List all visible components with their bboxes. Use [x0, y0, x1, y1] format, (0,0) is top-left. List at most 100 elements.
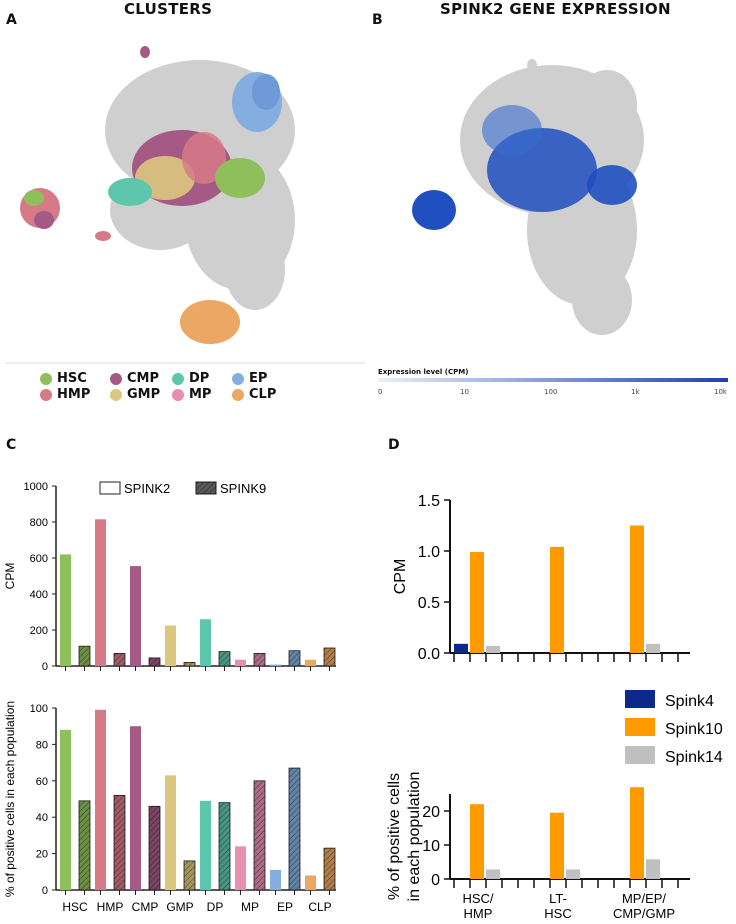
- panel-title-clusters: CLUSTERS: [124, 0, 213, 18]
- panel-letter-a: A: [6, 12, 17, 28]
- legend-label: CLP: [249, 387, 277, 402]
- umap-clusters: [5, 46, 365, 364]
- bar-spink14: [566, 869, 580, 879]
- bar-spink9-hatch: [184, 662, 195, 666]
- bar-spink2-hsc: [60, 729, 71, 890]
- cluster-clp: [180, 300, 240, 344]
- legend-swatch: [40, 388, 52, 401]
- x-tick-label: MP: [241, 900, 259, 914]
- y-tick-label: 0.0: [418, 646, 440, 663]
- x-tick-label: GMP: [166, 900, 193, 914]
- cluster-cmp-island: [34, 211, 54, 229]
- legend-label: HSC: [57, 371, 87, 386]
- bar-spink2-hmp: [95, 519, 106, 666]
- cluster-ep-core: [252, 74, 280, 110]
- legend-label-spink4: Spink4: [665, 693, 714, 710]
- legend-item-dp: DP: [172, 371, 209, 386]
- legend-swatch-hatch: [196, 482, 216, 494]
- legend-item-gmp: GMP: [110, 387, 160, 402]
- panel-letter-c: C: [6, 437, 17, 453]
- bar-spink10: [470, 552, 484, 653]
- umap-expression: [412, 59, 644, 335]
- bar-spink9-hatch: [79, 800, 90, 890]
- legend-swatch: [172, 388, 184, 401]
- legend-swatch: [172, 372, 184, 385]
- x-tick-label: MP/EP/: [622, 891, 666, 906]
- panel-letter-b: B: [372, 12, 383, 28]
- bar-spink14: [646, 859, 660, 879]
- x-tick-label: HSC: [544, 906, 571, 921]
- legend-label-spink2: SPINK2: [124, 481, 170, 496]
- y-tick-label: 100: [30, 703, 48, 715]
- bar-spink9-hatch: [324, 648, 335, 666]
- legend-item-hsc: HSC: [40, 371, 87, 386]
- bar-spink10: [470, 804, 484, 879]
- bar-spink14: [646, 643, 660, 653]
- bar-spink2-clp: [305, 659, 316, 666]
- y-tick-label: 0: [431, 872, 440, 889]
- y-tick-label: 400: [30, 589, 48, 601]
- bar-spink14: [486, 869, 500, 879]
- legend-item-hmp: HMP: [40, 387, 90, 402]
- x-tick-label: CMP: [132, 900, 159, 914]
- bar-spink2-hmp: [95, 709, 106, 890]
- cluster-hsc-main: [215, 158, 265, 198]
- legend-label: GMP: [127, 387, 161, 402]
- y-tick-label: 200: [30, 625, 48, 637]
- y-tick-label: 60: [36, 776, 48, 788]
- y-axis-label: % of positive cells in each population: [386, 772, 423, 902]
- expression-tick: 10k: [714, 388, 727, 396]
- legend-item-mp: MP: [172, 387, 211, 402]
- expression-hsc-region: [587, 165, 637, 205]
- y-tick-label: 1.5: [418, 493, 440, 510]
- x-tick-label: CMP/GMP: [613, 906, 675, 921]
- expression-island: [412, 190, 456, 230]
- legend-label: CMP: [127, 371, 160, 386]
- y-axis-label: CPM: [392, 559, 409, 595]
- legend-label-spink14: Spink14: [665, 749, 723, 766]
- bar-spink10: [550, 812, 564, 879]
- legend-swatch-spink4: [625, 690, 655, 708]
- bar-spink2-mp: [235, 846, 246, 890]
- legend-swatch: [110, 388, 122, 401]
- bar-spink9-hatch: [219, 651, 230, 666]
- bar-spink2-clp: [305, 875, 316, 890]
- y-axis-label: CPM: [3, 563, 17, 590]
- cluster-mp: [182, 132, 226, 184]
- expression-tick: 1k: [631, 388, 640, 396]
- legend-item-clp: CLP: [232, 387, 276, 402]
- bar-spink9-hatch: [289, 768, 300, 890]
- bar-spink9-hatch: [149, 806, 160, 890]
- expression-tick: 0: [378, 388, 383, 396]
- y-tick-label: 0: [42, 885, 48, 897]
- cluster-dp: [108, 178, 152, 206]
- bar-spink2-ep: [270, 869, 281, 890]
- bar-spink10: [630, 525, 644, 653]
- cluster-small-top: [140, 46, 150, 58]
- bar-spink2-cmp: [130, 726, 141, 890]
- expression-tick: 10: [460, 388, 469, 396]
- bar-spink9-hatch: [184, 860, 195, 890]
- bar-spink9-hatch: [254, 780, 265, 890]
- legend-swatch: [110, 372, 122, 385]
- cluster-hsc-island: [24, 190, 44, 206]
- legend-item-cmp: CMP: [110, 371, 159, 386]
- y-tick-label: 10: [422, 838, 440, 855]
- x-tick-label: EP: [277, 900, 293, 914]
- cluster-small-left: [95, 231, 111, 241]
- bar-spink2-hsc: [60, 554, 71, 666]
- x-tick-label: DP: [207, 900, 224, 914]
- expression-tick: 100: [544, 388, 558, 396]
- bar-spink4: [454, 643, 468, 653]
- chart-c-percent: 0 20 40 60 80 100 % of positive cells in each …: [3, 701, 336, 914]
- y-tick-label: 800: [30, 517, 48, 529]
- x-tick-label: CLP: [308, 900, 331, 914]
- x-tick-label: HMP: [97, 900, 124, 914]
- legend-swatch: [40, 372, 52, 385]
- legend-label: DP: [189, 371, 210, 386]
- y-tick-label: 20: [36, 849, 48, 861]
- legend-label: EP: [249, 371, 268, 386]
- bar-spink9-hatch: [289, 650, 300, 666]
- y-tick-label: 1000: [24, 481, 48, 493]
- legend-label: MP: [189, 387, 212, 402]
